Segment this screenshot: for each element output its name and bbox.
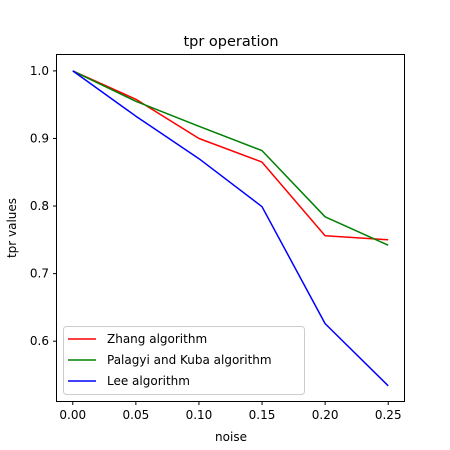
legend-label-2: Lee algorithm: [107, 374, 190, 388]
x-tick-label: 0.05: [123, 408, 150, 422]
x-tick-label: 0.20: [312, 408, 339, 422]
x-axis-label: noise: [215, 430, 247, 444]
y-tick-label: 0.8: [30, 199, 49, 213]
y-tick-label: 0.7: [30, 267, 49, 281]
legend-label-0: Zhang algorithm: [107, 332, 207, 346]
y-tick-label: 0.9: [30, 131, 49, 145]
x-tick-label: 0.00: [59, 408, 86, 422]
y-tick-label: 0.6: [30, 334, 49, 348]
x-tick-label: 0.15: [249, 408, 276, 422]
chart-title: tpr operation: [183, 34, 278, 50]
x-tick-label: 0.10: [186, 408, 213, 422]
legend: Zhang algorithm Palagyi and Kuba algorith…: [64, 327, 305, 395]
y-axis-label: tpr values: [5, 198, 19, 258]
y-tick-label: 1.0: [30, 64, 49, 78]
x-tick-label: 0.25: [375, 408, 402, 422]
legend-label-1: Palagyi and Kuba algorithm: [107, 353, 272, 367]
